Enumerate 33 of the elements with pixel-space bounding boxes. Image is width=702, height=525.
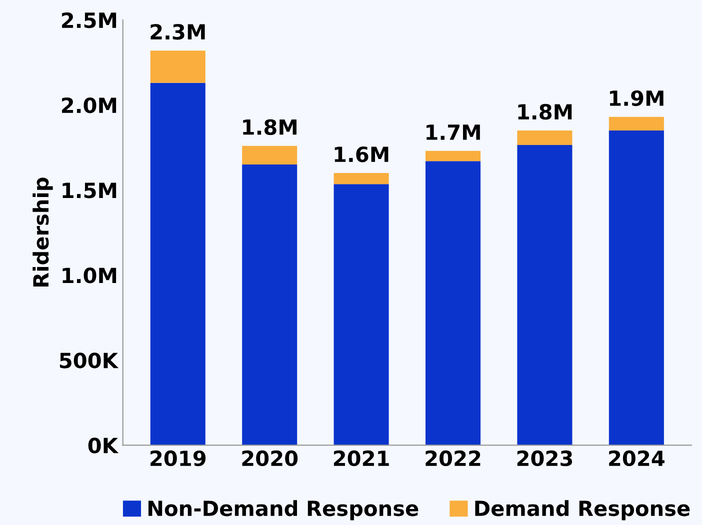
bar <box>426 150 481 162</box>
bar <box>426 161 481 446</box>
x-tick-label: 2019 <box>150 450 206 466</box>
bar <box>150 50 206 83</box>
bar <box>608 130 664 446</box>
bar <box>608 116 664 131</box>
y-tick-label: 2.5M <box>62 12 116 28</box>
legend-label: Non-Demand Response <box>148 500 418 520</box>
total-label: 1.8M <box>243 119 296 135</box>
x-tick-label: 2020 <box>242 450 298 466</box>
bar <box>242 146 298 165</box>
legend-label: Demand Response <box>475 500 690 520</box>
y-axis-title: Ridership <box>32 178 53 287</box>
total-label: 1.9M <box>610 90 664 106</box>
y-tick-label: 500K <box>60 352 119 368</box>
total-label: 1.8M <box>518 104 572 120</box>
y-tick-label: 1.5M <box>62 182 116 198</box>
bar <box>334 184 389 446</box>
y-tick-label: 0K <box>88 438 119 454</box>
x-tick-label: 2024 <box>609 450 664 466</box>
bar <box>150 82 206 446</box>
bar <box>334 173 389 184</box>
y-tick-label: 2.0M <box>62 97 116 114</box>
x-tick-label: 2021 <box>334 450 389 466</box>
bar <box>242 164 298 446</box>
x-tick-label: 2022 <box>426 450 480 466</box>
y-tick-label: 1.0M <box>62 268 116 284</box>
bar <box>517 144 572 446</box>
bar <box>517 130 572 145</box>
total-label: 2.3M <box>150 24 205 40</box>
total-label: 1.6M <box>334 146 388 162</box>
x-tick-label: 2023 <box>517 450 572 466</box>
total-label: 1.7M <box>426 124 480 140</box>
